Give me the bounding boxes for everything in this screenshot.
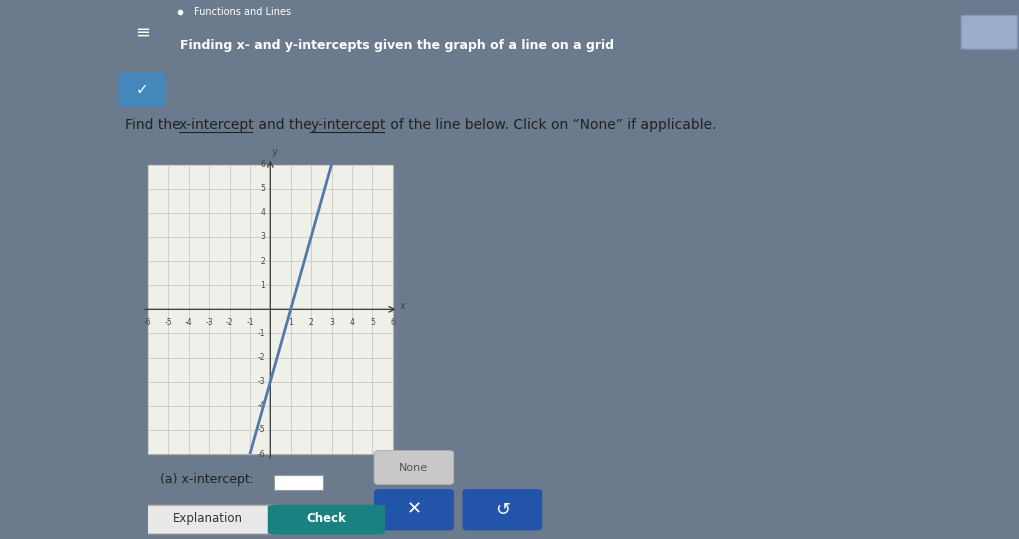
Text: 2: 2 (260, 257, 265, 266)
Text: -4: -4 (258, 402, 265, 410)
Text: -1: -1 (246, 318, 254, 327)
FancyBboxPatch shape (274, 475, 323, 489)
Text: 6: 6 (260, 160, 265, 169)
Text: ≡: ≡ (136, 23, 151, 42)
Text: y: y (271, 148, 277, 157)
Text: 1: 1 (260, 281, 265, 289)
Text: 4: 4 (260, 208, 265, 217)
Text: 4: 4 (350, 318, 354, 327)
Text: -5: -5 (258, 425, 265, 434)
Text: (b) y-intercept:: (b) y-intercept: (160, 503, 254, 516)
Text: -5: -5 (164, 318, 172, 327)
Text: Check: Check (306, 512, 346, 526)
Text: of the line below. Click on “None” if applicable.: of the line below. Click on “None” if ap… (385, 118, 715, 132)
Text: -2: -2 (258, 353, 265, 362)
Text: 3: 3 (260, 232, 265, 241)
Text: 3: 3 (329, 318, 333, 327)
Text: ✕: ✕ (406, 501, 421, 519)
FancyBboxPatch shape (274, 506, 323, 521)
Text: 5: 5 (260, 184, 265, 193)
Bar (148, 164, 392, 454)
FancyBboxPatch shape (374, 451, 453, 485)
Text: -3: -3 (205, 318, 213, 327)
Text: ✓: ✓ (136, 82, 148, 97)
Text: x-intercept: x-intercept (178, 118, 254, 132)
FancyBboxPatch shape (138, 505, 277, 535)
FancyBboxPatch shape (268, 505, 385, 535)
Text: -3: -3 (258, 377, 265, 386)
Text: and the: and the (254, 118, 316, 132)
Text: Functions and Lines: Functions and Lines (194, 6, 290, 17)
Text: -1: -1 (258, 329, 265, 338)
Text: 1: 1 (288, 318, 292, 327)
Text: 2: 2 (309, 318, 313, 327)
Text: None: None (399, 462, 428, 473)
Text: x: x (399, 301, 406, 310)
Text: Find the: Find the (125, 118, 185, 132)
FancyBboxPatch shape (374, 489, 453, 530)
Text: ↺: ↺ (494, 501, 510, 519)
Text: -6: -6 (144, 318, 152, 327)
Text: y-intercept: y-intercept (310, 118, 385, 132)
Text: Finding x- and y-intercepts given the graph of a line on a grid: Finding x- and y-intercepts given the gr… (180, 39, 613, 52)
Text: 6: 6 (390, 318, 394, 327)
Text: -2: -2 (225, 318, 233, 327)
Text: -4: -4 (184, 318, 193, 327)
Text: -6: -6 (258, 450, 265, 459)
Text: (a) x-intercept:: (a) x-intercept: (160, 473, 254, 486)
FancyBboxPatch shape (960, 16, 1016, 49)
FancyBboxPatch shape (118, 73, 165, 107)
FancyBboxPatch shape (462, 489, 542, 530)
Text: 5: 5 (370, 318, 374, 327)
Text: Explanation: Explanation (172, 512, 243, 526)
